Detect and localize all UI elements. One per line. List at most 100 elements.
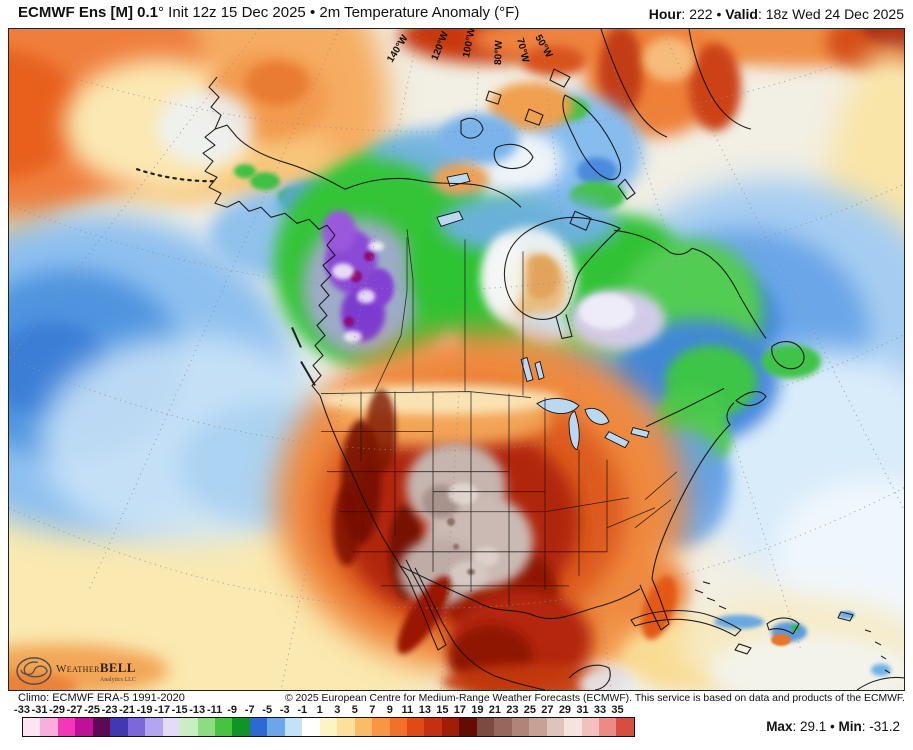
colorbar-segment [92,718,111,736]
colorbar-tick: -19 [136,704,153,716]
land-anomaly-fields [157,46,891,690]
coastlines [135,29,904,690]
weatherbell-logo: WeatherBELL Analytics LLC [15,655,136,687]
colorbar-tick: 29 [558,704,572,716]
colorbar-segment [529,718,547,736]
graticule-lines [9,29,904,690]
colorbar-tick: 17 [453,704,466,716]
colorbar-tick: -31 [31,704,48,716]
colorbar-tick: -15 [171,704,188,716]
colorbar-tick: 11 [401,704,414,716]
init-subtitle: ° Init 12z 15 Dec 2025 • 2m Temperature … [158,4,520,21]
logo-subtext: Analytics LLC [99,676,136,683]
map-canvas: 140°W 120°W 100°W 80°W 70°W 50°W Weather… [8,28,905,691]
colorbar-segment [337,718,355,736]
maxmin-separator: • [826,719,839,734]
colorbar-tick: -27 [66,704,83,716]
lakes [436,172,650,451]
colorbar-segment [145,718,163,736]
validity-separator: • [712,6,726,22]
colorbar-segment [459,718,477,736]
logo-weather-text: Weather [56,662,100,675]
colorbar-segment [162,718,181,736]
min-value: : -31.2 [861,719,900,734]
valid-label: Valid [725,6,758,22]
colorbar-tick: -33 [14,704,30,716]
max-min-readout: Max: 29.1 • Min: -31.2 [766,719,900,734]
colorbar-segment [511,718,530,736]
colorbar-tick: -29 [49,704,65,716]
forecast-validity: Hour: 222 • Valid: 18z Wed 24 Dec 2025 [649,6,904,22]
colorbar-segment [546,718,565,736]
colorbar-segment [616,718,634,736]
colorbar-segment [424,718,442,736]
colorbar-segment [406,718,425,736]
colorbar-tick: 19 [471,704,484,716]
valid-value: : 18z Wed 24 Dec 2025 [757,6,904,22]
colorbar-segment [40,718,58,736]
weatherbell-swirl-icon [16,657,52,685]
colorbar-segment [302,718,320,736]
colorbar-tick: 1 [316,704,323,716]
colorbar-tick: 9 [386,704,393,716]
colorbar-tick: 27 [541,704,554,716]
colorbar-tick: -17 [154,704,171,716]
colorbar-tick: -1 [297,704,308,716]
longitude-label: 80°W [493,40,505,66]
political-borders [320,229,678,606]
colorbar-tick: 25 [523,704,537,716]
colorbar-tick: -9 [227,704,238,716]
colorbar-segment [564,718,582,736]
colorbar-tick: 5 [351,704,358,716]
colorbar-tick: -23 [101,704,118,716]
colorbar-segment [197,718,215,736]
attribution-row: Climo: ECMWF ERA-5 1991-2020 © 2025 Euro… [8,692,905,705]
colorbar-ticks: -33 -31 -29 -27 -25 -23 -21 -19 -17 -15 -13 -11 -9 -7… [14,704,635,716]
climo-text: Climo: ECMWF ERA-5 1991-2020 [18,692,185,704]
colorbar-segment [232,718,250,736]
colorbar-segment [598,718,617,736]
colorbar-segment [476,718,495,736]
colorbar-tick: -7 [244,704,255,716]
colorbar-tick: 21 [488,704,501,716]
min-label: Min [838,719,862,734]
colorbar-segment [23,718,41,736]
colorbar-segment [284,718,303,736]
colorbar-tick: 13 [418,704,431,716]
colorbar-segment [354,718,373,736]
colorbar-tick: -3 [279,704,290,716]
colorbar-segment [180,718,198,736]
model-name: ECMWF Ens [M] 0.1 [18,4,159,21]
colorbar-segment [249,718,268,736]
hour-value: : 222 [681,6,713,22]
colorbar-tick: 7 [369,704,376,716]
colorbar-tick: -21 [119,704,136,716]
colorbar-segment [110,718,128,736]
map-title: ECMWF Ens [M] 0.1° Init 12z 15 Dec 2025 … [18,4,519,21]
colorbar [22,717,635,737]
colorbar-tick: -11 [207,704,223,716]
hour-label: Hour [648,6,682,22]
colorbar-segment [389,718,407,736]
colorbar-segment [441,718,460,736]
colorbar-tick: -13 [189,704,206,716]
colorbar-segment [75,718,93,736]
colorbar-segment [581,718,599,736]
colorbar-segment [372,718,390,736]
colorbar-tick: 33 [593,704,607,716]
weatherbell-logo-text: WeatherBELL Analytics LLC [56,660,136,683]
colorbar-tick: 3 [334,704,341,716]
colorbar-tick: -5 [262,704,273,716]
logo-bell-text: BELL [99,659,136,675]
colorbar-tick: 31 [576,704,589,716]
max-value: : 29.1 [792,719,827,734]
colorbar-tick: 23 [506,704,519,716]
colorbar-tick: 15 [436,704,449,716]
colorbar-segment [214,718,233,736]
colorbar-tick: 35 [611,704,624,716]
colorbar-tick: -25 [84,704,100,716]
weather-map-graphic: 140°W 120°W 100°W 80°W 70°W 50°W [9,29,904,690]
colorbar-segment [57,718,76,736]
colorbar-segment [494,718,512,736]
